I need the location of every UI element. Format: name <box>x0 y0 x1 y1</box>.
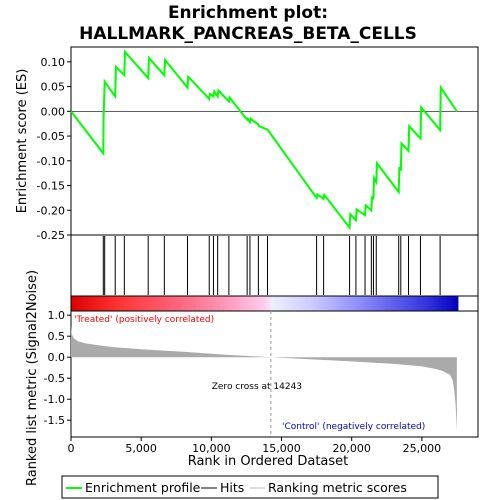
ranking-y-tick-label: -1.5 <box>44 414 65 427</box>
ranking-metric-area <box>71 325 457 431</box>
chart-title-line2: HALLMARK_PANCREAS_BETA_CELLS <box>79 24 417 44</box>
hit-markers <box>102 236 441 295</box>
x-tick-label: 15,000 <box>262 442 301 455</box>
ranking-y-tick-label: 1.0 <box>48 309 66 322</box>
control-label: 'Control' (negatively correlated) <box>282 422 425 432</box>
es-y-tick-label: 0.05 <box>41 81 66 94</box>
es-y-tick-label: -0.20 <box>37 204 65 217</box>
x-tick-label: 10,000 <box>192 442 231 455</box>
ranking-y-axis-label: Ranked list metric (Signal2Noise) <box>25 270 40 486</box>
x-tick-label: 0 <box>68 442 75 455</box>
legend-frame <box>61 475 439 499</box>
legend-enrichment-label: Enrichment profile <box>85 480 201 495</box>
es-y-tick-label: -0.25 <box>37 229 65 242</box>
es-y-tick-label: 0.00 <box>41 105 66 118</box>
ranking-panel-frame <box>70 310 479 438</box>
ranking-color-bar <box>70 295 479 312</box>
es-y-tick-label: -0.10 <box>37 155 65 168</box>
hits-panel <box>70 234 479 297</box>
x-axis: 0 5,000 10,000 15,000 20,000 25,000 <box>68 437 442 455</box>
chart-title-line1: Enrichment plot: <box>168 3 328 23</box>
es-y-axis: 0.10 0.05 0.00 -0.05 -0.10 -0.15 -0.20 -0.25 <box>37 56 71 242</box>
es-y-axis-label: Enrichment score (ES) <box>15 69 30 214</box>
ranking-metric-panel: 1.0 0.5 0.0 -0.5 -1.0 -1.5 Zero cross at 1424… <box>25 270 479 486</box>
es-y-tick-label: 0.10 <box>41 56 66 69</box>
legend-ranking-label: Ranking metric scores <box>268 480 407 495</box>
es-y-tick-label: -0.15 <box>37 180 65 193</box>
x-tick-label: 5,000 <box>125 442 157 455</box>
ranking-y-tick-label: -1.0 <box>44 393 65 406</box>
legend-hits-label: Hits <box>220 480 244 495</box>
enrichment-profile-line <box>70 49 458 231</box>
ranking-y-tick-label: -0.5 <box>44 372 65 385</box>
ranking-y-tick-label: 0.5 <box>48 330 66 343</box>
x-tick-label: 20,000 <box>332 442 371 455</box>
es-y-tick-label: -0.05 <box>37 130 65 143</box>
x-axis-label: Rank in Ordered Dataset <box>188 454 349 469</box>
x-tick-label: 25,000 <box>403 442 442 455</box>
es-panel: 0.10 0.05 0.00 -0.05 -0.10 -0.15 -0.20 -0.25 En… <box>15 46 479 242</box>
ranking-y-axis: 1.0 0.5 0.0 -0.5 -1.0 -1.5 <box>44 309 71 427</box>
legend: Enrichment profile Hits Ranking metric s… <box>61 475 439 499</box>
ranking-y-tick-label: 0.0 <box>48 351 66 364</box>
treated-label: 'Treated' (positively correlated) <box>74 315 214 325</box>
hits-panel-frame <box>70 234 479 297</box>
color-bar-gradient <box>71 296 459 311</box>
zero-cross-label: Zero cross at 14243 <box>212 382 302 392</box>
